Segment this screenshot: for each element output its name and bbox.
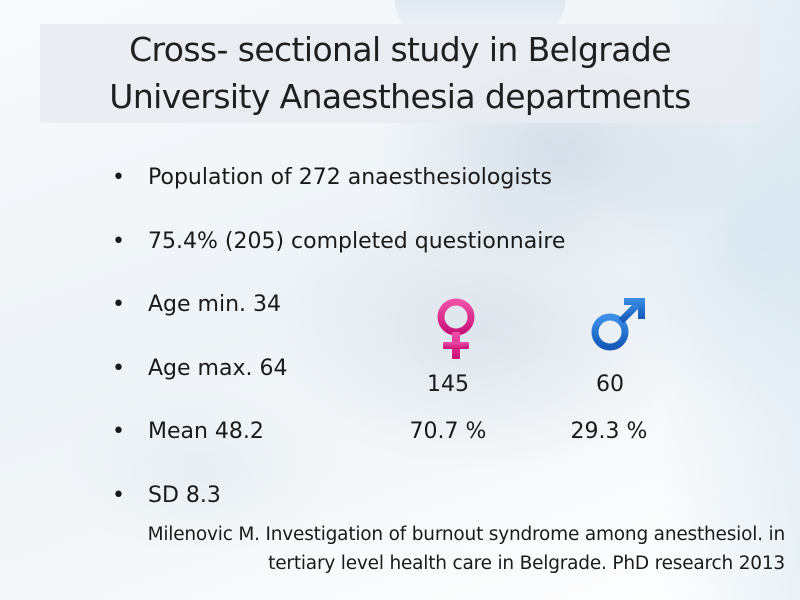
female-count: 145 <box>427 372 469 397</box>
female-symbol-icon <box>424 296 488 362</box>
bullet-text: Age min. 34 <box>148 292 282 317</box>
title-line-1: Cross- sectional study in Belgrade <box>129 30 671 69</box>
bullet-marker: • <box>112 355 125 381</box>
bullet-marker: • <box>112 292 125 317</box>
bullet-marker: • <box>112 419 125 444</box>
slide-title: Cross- sectional study in Belgrade Unive… <box>40 26 760 120</box>
bullet-text: Population of 272 anaesthesiologists <box>148 165 553 190</box>
male-symbol-icon <box>588 292 650 354</box>
bullet-text: 75.4% (205) completed questionnaire <box>148 228 566 254</box>
reference-citation: Milenovic M. Investigation of burnout sy… <box>5 520 786 578</box>
bullet-text: Mean 48.2 <box>148 419 264 444</box>
reference-line-1: Milenovic M. Investigation of burnout sy… <box>147 524 786 545</box>
bullet-marker: • <box>112 228 125 254</box>
bullet-marker: • <box>112 482 125 508</box>
reference-line-2: tertiary level health care in Belgrade. … <box>268 553 785 574</box>
title-line-2: University Anaesthesia departments <box>109 77 691 116</box>
male-percent: 29.3 % <box>570 419 648 444</box>
male-count: 60 <box>596 372 624 397</box>
female-percent: 70.7 % <box>409 419 487 444</box>
bullet-marker: • <box>112 165 125 190</box>
title-banner <box>40 24 760 123</box>
bullet-text: SD 8.3 <box>148 482 221 508</box>
bullet-text: Age max. 64 <box>148 355 288 381</box>
